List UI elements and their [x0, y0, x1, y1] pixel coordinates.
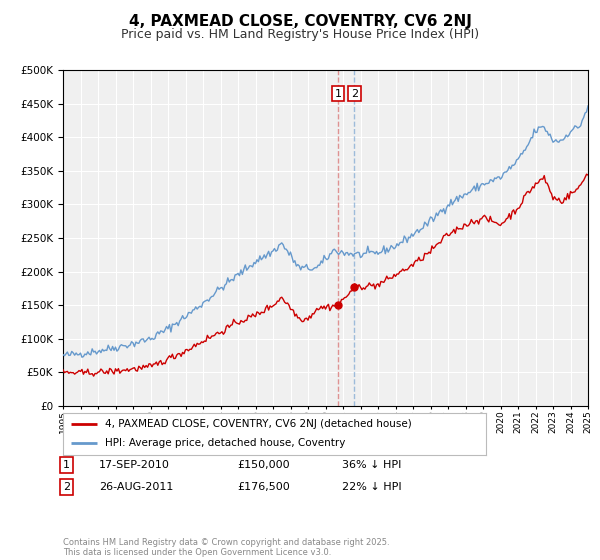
Text: £150,000: £150,000: [237, 460, 290, 470]
Text: 36% ↓ HPI: 36% ↓ HPI: [342, 460, 401, 470]
Text: 1: 1: [335, 88, 341, 99]
Text: £176,500: £176,500: [237, 482, 290, 492]
Text: 2: 2: [63, 482, 70, 492]
Text: 2: 2: [351, 88, 358, 99]
Text: Price paid vs. HM Land Registry's House Price Index (HPI): Price paid vs. HM Land Registry's House …: [121, 28, 479, 41]
Text: 26-AUG-2011: 26-AUG-2011: [99, 482, 173, 492]
Text: 22% ↓ HPI: 22% ↓ HPI: [342, 482, 401, 492]
Text: Contains HM Land Registry data © Crown copyright and database right 2025.
This d: Contains HM Land Registry data © Crown c…: [63, 538, 389, 557]
Text: HPI: Average price, detached house, Coventry: HPI: Average price, detached house, Cove…: [106, 438, 346, 449]
Text: 1: 1: [63, 460, 70, 470]
Text: 17-SEP-2010: 17-SEP-2010: [99, 460, 170, 470]
Text: 4, PAXMEAD CLOSE, COVENTRY, CV6 2NJ: 4, PAXMEAD CLOSE, COVENTRY, CV6 2NJ: [128, 14, 472, 29]
Text: 4, PAXMEAD CLOSE, COVENTRY, CV6 2NJ (detached house): 4, PAXMEAD CLOSE, COVENTRY, CV6 2NJ (det…: [106, 419, 412, 429]
